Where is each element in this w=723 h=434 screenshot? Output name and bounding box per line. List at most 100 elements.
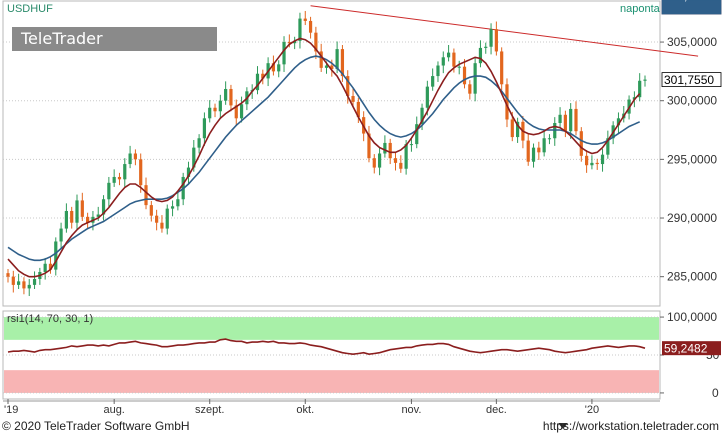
price-tag-label-ma_slow: 298,1986	[664, 0, 714, 3]
candle-body	[139, 159, 143, 186]
candle-body	[569, 108, 573, 132]
x-tick-label: aug.	[103, 404, 124, 416]
candle-body	[287, 42, 291, 44]
candle-body	[186, 167, 191, 177]
arrow-down-icon	[558, 423, 568, 429]
candle-body	[335, 49, 339, 70]
candle-body	[377, 153, 382, 168]
x-tick-label: '20	[585, 404, 599, 416]
candle-body	[340, 49, 345, 77]
candle-body	[144, 185, 148, 206]
candle-body	[43, 263, 47, 272]
candle-body	[165, 208, 169, 229]
candle-body	[606, 138, 610, 155]
price-tags: 301,7550300,6388298,1986	[661, 0, 722, 87]
candle-body	[160, 222, 164, 229]
candle-body	[425, 86, 429, 108]
candle-body	[409, 144, 414, 146]
candle-body	[308, 20, 313, 33]
chart-canvas: 285,0000 290,0000 295,0000 300,0000 305,0000…	[2, 0, 722, 416]
candle-body	[420, 107, 424, 125]
price-axis: 285,0000 290,0000 295,0000 300,0000 305,0000	[660, 35, 717, 284]
candle-body	[579, 131, 583, 156]
x-tick-label: dec.	[486, 404, 507, 416]
candle-body	[643, 79, 647, 81]
candle-body	[537, 147, 541, 153]
candle-body	[261, 73, 265, 79]
candle-body	[457, 66, 461, 68]
candle-body	[314, 32, 318, 52]
symbol-label[interactable]: USDHUF	[7, 3, 53, 15]
candle-body	[11, 276, 15, 285]
x-tick-label: nov.	[401, 404, 421, 416]
candle-body	[372, 158, 376, 168]
candle-body	[128, 153, 132, 165]
candle-body	[213, 107, 217, 112]
candlestick-series	[6, 10, 647, 297]
footer: © 2020 TeleTrader Software GmbH https://…	[0, 417, 723, 434]
period-label[interactable]: naponta	[620, 3, 660, 15]
candle-body	[277, 64, 281, 72]
candle-body	[101, 199, 106, 215]
candle-body	[585, 155, 589, 166]
candle-body	[383, 142, 387, 154]
rsi-overbought-band	[4, 317, 659, 340]
candle-body	[415, 124, 419, 145]
candle-body	[229, 88, 233, 106]
candle-body	[484, 46, 488, 48]
price-tick-label: 285,0000	[667, 270, 717, 284]
price-panel-frame	[2, 0, 661, 307]
price-tick-label: 300,0000	[667, 94, 717, 108]
candle-body	[197, 138, 201, 148]
candle-body	[133, 153, 137, 160]
candle-body	[224, 88, 228, 101]
candle-body	[59, 228, 63, 242]
candle-body	[86, 216, 90, 223]
candle-body	[155, 215, 159, 223]
candle-body	[558, 114, 562, 123]
candle-body	[505, 84, 509, 120]
candle-body	[431, 76, 435, 87]
candle-body	[282, 42, 286, 65]
x-tick-label: szept.	[195, 404, 224, 416]
candle-body	[393, 158, 398, 163]
candle-body	[399, 162, 403, 169]
candle-body	[192, 147, 196, 168]
candle-body	[356, 101, 360, 118]
candle-body	[452, 52, 456, 67]
candle-body	[303, 18, 307, 21]
candle-body	[239, 104, 244, 119]
candle-body	[48, 263, 53, 270]
candle-body	[255, 73, 260, 91]
candle-body	[404, 144, 408, 169]
candle-body	[563, 114, 567, 132]
x-tick-label: '19	[4, 404, 18, 416]
candle-body	[70, 210, 74, 223]
candle-body	[202, 118, 207, 139]
price-tick-label: 290,0000	[667, 211, 717, 225]
candle-body	[319, 51, 323, 68]
price-tick-label: 295,0000	[667, 152, 717, 166]
candle-body	[516, 121, 520, 138]
candle-body	[271, 63, 276, 72]
candle-body	[298, 18, 302, 41]
candle-body	[590, 162, 594, 166]
candle-body	[526, 140, 530, 162]
x-axis: '19 aug. szept. okt. nov. dec. '20	[3, 399, 660, 416]
rsi-tag-box	[662, 341, 721, 356]
candle-body	[54, 241, 58, 270]
candle-body	[388, 142, 392, 159]
candle-body	[6, 273, 10, 277]
teletrader-logo: TeleTrader WorkStation	[12, 27, 217, 72]
candle-body	[468, 84, 472, 94]
logo-text-bold: WorkStation	[21, 53, 134, 72]
candle-body	[346, 76, 350, 97]
candle-body	[75, 200, 79, 223]
trendline[interactable]	[310, 5, 699, 57]
candle-body	[595, 162, 599, 165]
candle-body	[17, 281, 21, 285]
website-link[interactable]: https://workstation.teletrader.com	[542, 419, 719, 433]
candle-body	[170, 206, 175, 209]
candle-body	[478, 47, 483, 64]
candle-body	[531, 147, 536, 162]
